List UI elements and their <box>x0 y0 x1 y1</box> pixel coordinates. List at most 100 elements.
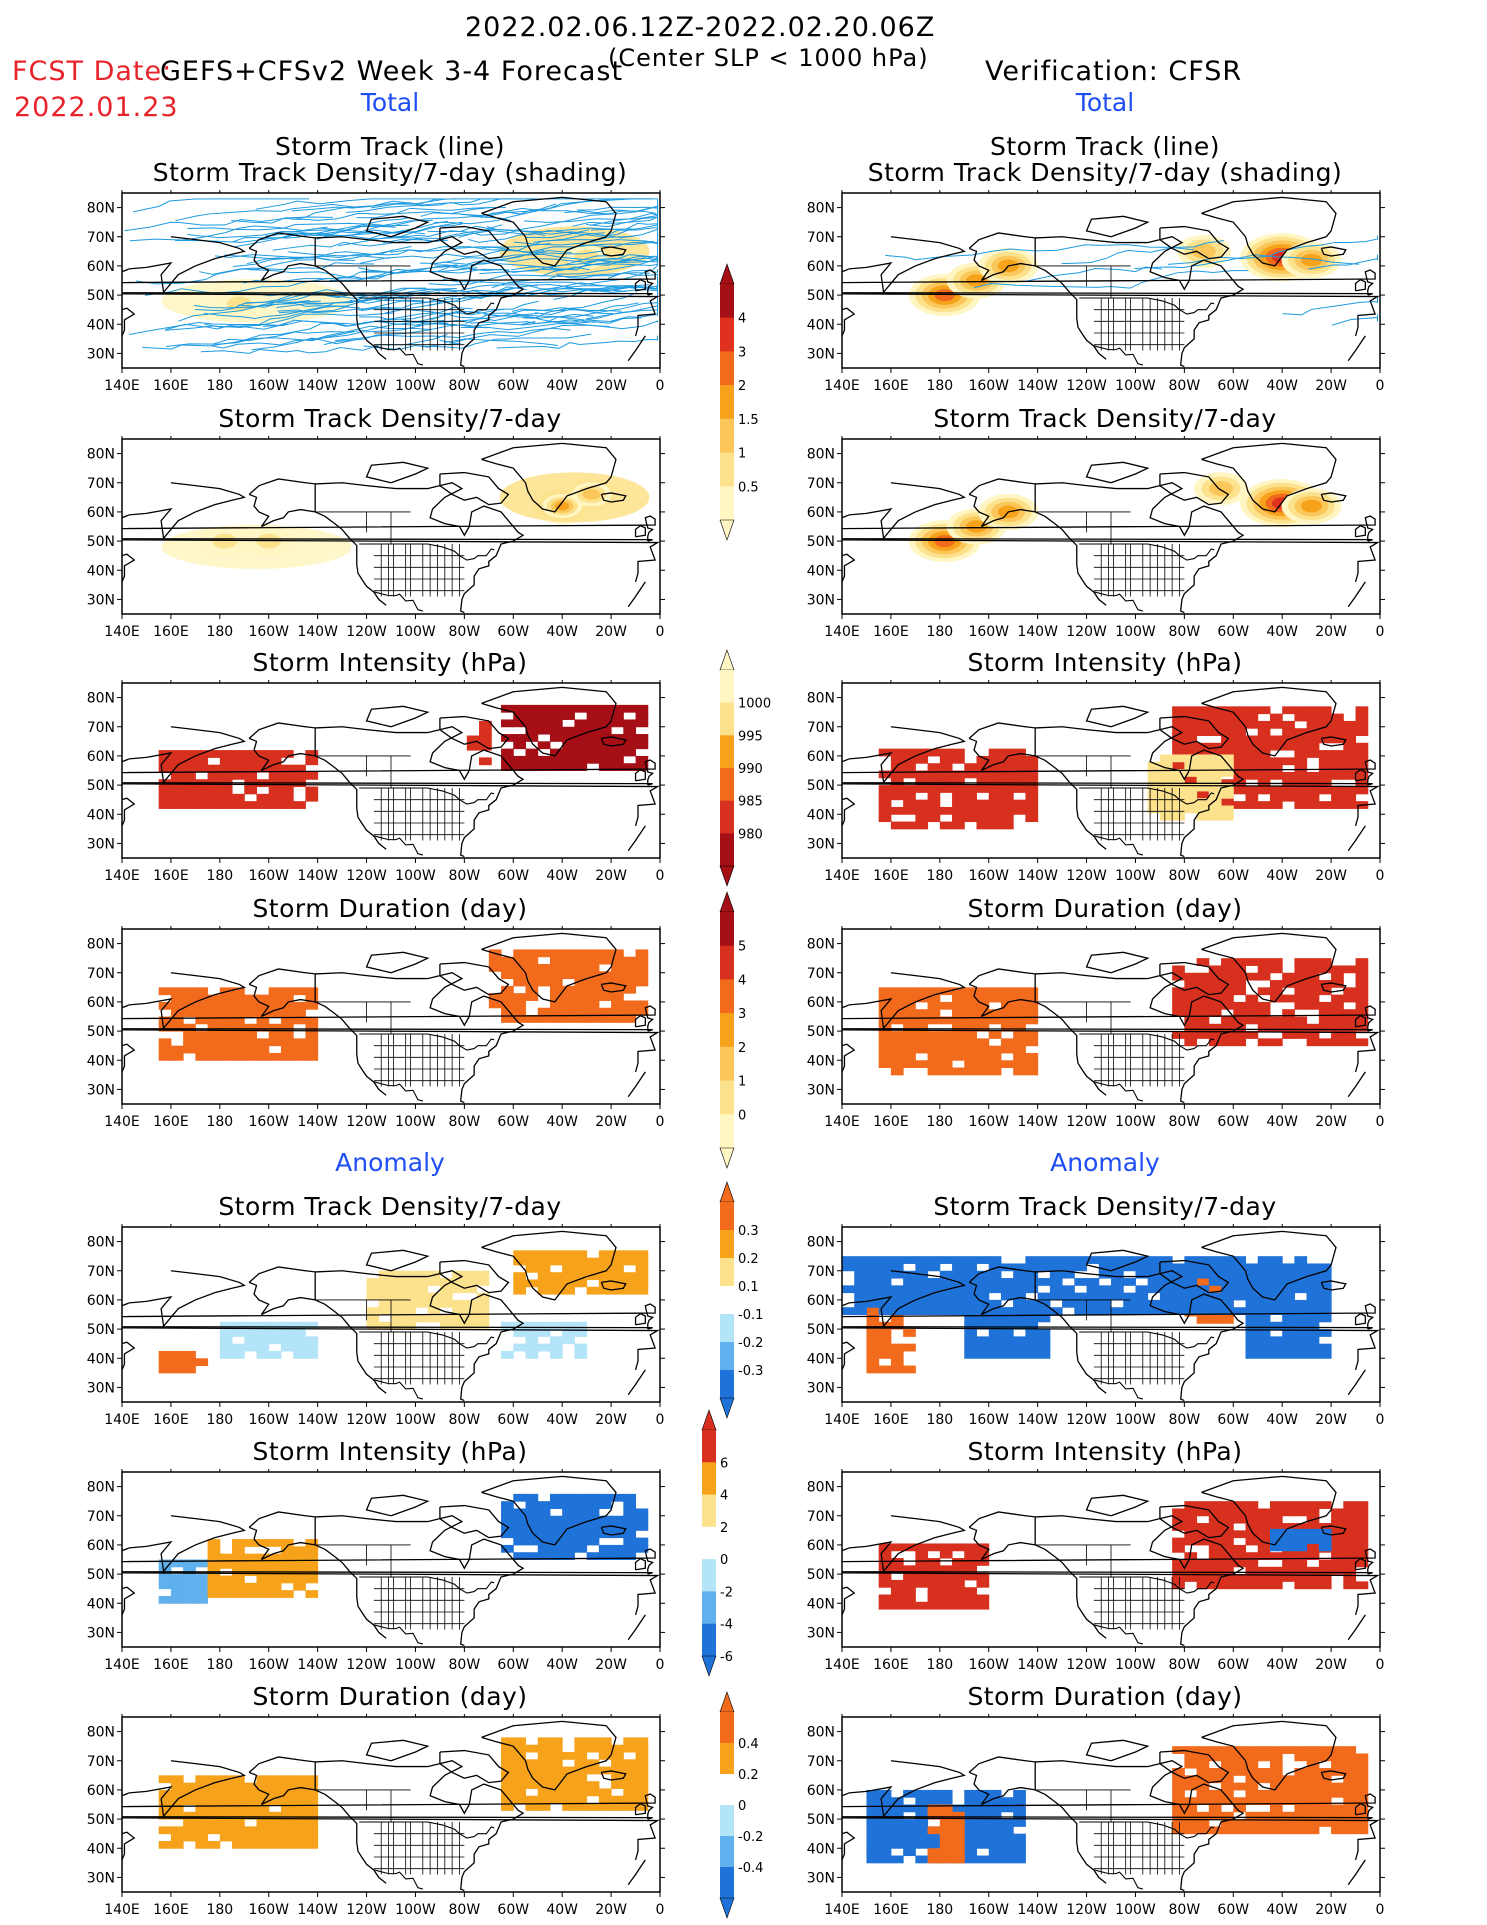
lon-tick-label: 80W <box>1169 868 1201 884</box>
coastline-africa <box>627 825 646 852</box>
data-cell <box>562 748 575 757</box>
data-cell <box>1208 1515 1222 1524</box>
data-cell <box>1000 1314 1014 1323</box>
data-cell <box>501 1773 514 1782</box>
data-cell <box>537 949 551 958</box>
data-cell <box>1221 1819 1234 1827</box>
data-cell <box>574 1250 588 1259</box>
data-cell <box>1013 1278 1026 1286</box>
data-cell <box>1172 812 1185 821</box>
data-cell <box>952 1565 965 1574</box>
data-cell <box>903 1052 916 1061</box>
coastline-ireland <box>634 524 646 538</box>
data-cell <box>479 728 492 736</box>
data-cell <box>1025 799 1039 808</box>
storm-track-line <box>251 337 357 351</box>
national-border <box>1079 297 1215 315</box>
data-cell <box>1172 1768 1185 1776</box>
data-cell <box>1282 1523 1295 1531</box>
data-cell <box>537 1544 551 1553</box>
lon-tick-label: 100W <box>1115 624 1156 640</box>
panel-title: Storm Duration (day) <box>252 894 528 923</box>
data-cell <box>1306 1804 1320 1813</box>
data-cell <box>195 994 209 1003</box>
data-cell <box>1000 1285 1014 1294</box>
data-cell <box>915 1263 929 1272</box>
storm-track-line <box>214 254 390 261</box>
data-cell <box>232 793 245 802</box>
storm-track-line <box>265 221 463 237</box>
lat-tick-label: 50N <box>807 534 835 550</box>
lon-tick-label: 60W <box>497 1902 529 1918</box>
data-cell <box>939 755 953 764</box>
data-cell <box>183 987 196 996</box>
lat-tick-label: 50N <box>87 1322 115 1338</box>
data-cell <box>574 1537 588 1546</box>
data-cell <box>195 1797 209 1805</box>
coastline-uk <box>122 1005 656 1032</box>
data-cell <box>562 1264 575 1273</box>
data-cell <box>1221 754 1234 763</box>
data-cell <box>1257 1768 1271 1776</box>
data-cell <box>939 1038 953 1047</box>
data-cell <box>293 1329 306 1337</box>
data-cell <box>1208 1768 1222 1776</box>
data-cell <box>207 1826 221 1835</box>
data-cell <box>952 1543 965 1552</box>
data-cell <box>525 1279 539 1288</box>
data-cell <box>611 993 624 1001</box>
data-cell <box>1294 1314 1308 1323</box>
data-cell <box>1318 728 1332 736</box>
data-cell <box>1294 972 1308 981</box>
panel-title: Storm Intensity (hPa) <box>967 648 1243 677</box>
data-cell <box>1343 1023 1357 1032</box>
data-cell <box>988 1343 1002 1352</box>
data-cell <box>915 1855 929 1864</box>
data-cell <box>598 971 612 980</box>
data-cell <box>232 801 245 809</box>
data-cell <box>598 1737 612 1746</box>
lat-tick-label: 50N <box>807 1567 835 1583</box>
data-cell <box>976 806 990 815</box>
data-cell <box>280 1321 294 1330</box>
data-cell <box>1331 1559 1344 1568</box>
data-cell <box>574 1523 588 1531</box>
data-cell <box>988 1855 1002 1864</box>
data-cell <box>952 777 965 786</box>
lat-tick-label: 40N <box>87 1596 115 1612</box>
data-cell <box>1282 1009 1295 1017</box>
storm-track-line <box>1282 296 1379 316</box>
data-cell <box>1294 1023 1308 1032</box>
colorbar-label: -0.4 <box>738 1861 763 1876</box>
data-cell <box>1282 1343 1295 1352</box>
data-cell <box>1282 1299 1295 1308</box>
data-cell <box>1000 1833 1014 1842</box>
data-cell <box>183 1045 196 1054</box>
data-cell <box>1245 1343 1259 1352</box>
data-cell <box>280 1016 294 1025</box>
data-cell <box>939 1848 953 1857</box>
lat-tick-label: 60N <box>87 505 115 521</box>
data-cell <box>232 1826 245 1835</box>
data-cell <box>1208 1826 1222 1835</box>
storm-track-line <box>358 264 458 274</box>
data-cell <box>976 1811 990 1820</box>
data-cell <box>878 1804 892 1813</box>
data-cell <box>391 1314 404 1323</box>
data-cell <box>391 1285 404 1294</box>
data-cell <box>1294 1263 1308 1272</box>
coastline-africa <box>1347 1859 1366 1886</box>
lon-tick-label: 140E <box>824 624 860 640</box>
data-cell <box>1208 754 1222 763</box>
data-cell <box>525 1015 539 1023</box>
data-cell <box>537 1752 551 1760</box>
data-cell <box>866 1789 880 1798</box>
data-cell <box>280 1539 294 1547</box>
data-cell <box>854 1270 867 1279</box>
data-cell <box>1269 720 1283 729</box>
data-cell <box>1025 1270 1039 1279</box>
data-cell <box>207 1782 221 1791</box>
data-cell <box>549 1250 563 1259</box>
data-cell <box>1086 1278 1100 1286</box>
data-cell <box>549 1523 563 1531</box>
